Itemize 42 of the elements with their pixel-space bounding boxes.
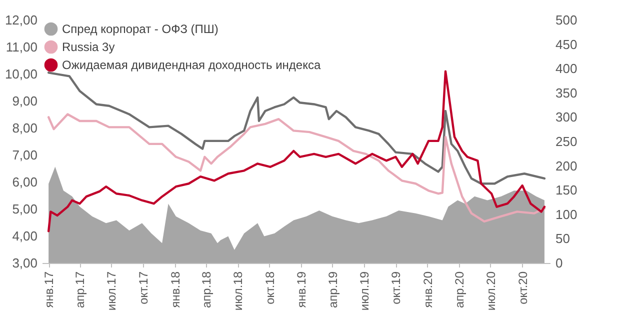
x-tick-label: апр.18 — [200, 271, 214, 308]
x-tick-label: янв.17 — [42, 271, 56, 308]
x-tick-label: июл.17 — [104, 271, 119, 311]
x-tick-label: янв.18 — [168, 271, 182, 308]
x-tick-label: окт.20 — [516, 271, 530, 304]
y-tick-label: 5,00 — [12, 202, 38, 216]
x-tick-label: окт.17 — [136, 271, 151, 304]
line-series — [47, 70, 546, 232]
y2-tick-label: 350 — [556, 85, 578, 100]
x-tick-label: июл.20 — [484, 271, 498, 311]
y2-tick-label: 250 — [556, 134, 578, 149]
y2-tick-label: 200 — [556, 158, 578, 174]
x-tick-label: янв.20 — [421, 271, 435, 308]
y2-tick-label: 0 — [556, 256, 563, 270]
line-series — [47, 113, 546, 223]
y-tick-label: 8,00 — [12, 120, 38, 136]
x-tick-label: окт.18 — [262, 271, 277, 304]
x-tick-label: июл.18 — [231, 271, 246, 311]
y-tick-label: 7,00 — [12, 148, 38, 162]
x-tick-label: апр.19 — [326, 271, 340, 308]
y-tick-label: 4,00 — [12, 228, 38, 244]
y-tick-label: 12,00 — [4, 12, 38, 28]
y-tick-label: 6,00 — [12, 174, 38, 190]
y2-tick-label: 150 — [556, 182, 578, 198]
y-tick-label: 10,00 — [4, 66, 38, 82]
y2-tick-label: 500 — [556, 12, 578, 28]
y-tick-label: 3,00 — [12, 256, 38, 270]
x-tick-label: апр.20 — [452, 271, 466, 308]
legend-label: Ожидаемая дивидендная доходность индекса — [62, 58, 321, 72]
y2-tick-label: 300 — [556, 110, 578, 125]
y-tick-label: 11,00 — [6, 40, 38, 54]
legend-label: Спред корпорат - ОФЗ (ПШ) — [62, 22, 218, 36]
y2-tick-label: 450 — [556, 36, 578, 52]
y2-tick-label: 100 — [556, 206, 578, 222]
y2-tick-label: 400 — [556, 61, 578, 76]
x-tick-label: апр.17 — [73, 271, 88, 308]
y-tick-label: 9,00 — [12, 94, 38, 108]
x-tick-label: июл.19 — [357, 271, 372, 311]
legend-label: Russia 3y — [62, 40, 115, 54]
y2-tick-label: 50 — [556, 231, 570, 246]
x-tick-label: окт.19 — [389, 271, 404, 304]
x-tick-label: янв.19 — [294, 271, 309, 308]
